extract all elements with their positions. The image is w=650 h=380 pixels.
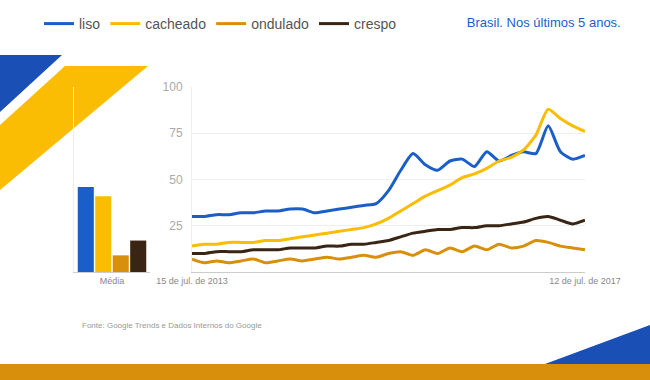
svg-text:Fonte: Google Trends e Dados I: Fonte: Google Trends e Dados Internos do… bbox=[82, 321, 262, 330]
svg-text:Média: Média bbox=[100, 276, 125, 286]
svg-text:12 de jul. de 2017: 12 de jul. de 2017 bbox=[549, 276, 621, 286]
svg-text:crespo: crespo bbox=[354, 16, 396, 32]
svg-text:15 de jul. de 2013: 15 de jul. de 2013 bbox=[156, 276, 228, 286]
svg-text:liso: liso bbox=[79, 16, 100, 32]
svg-text:Brasil. Nos últimos 5 anos.: Brasil. Nos últimos 5 anos. bbox=[467, 15, 621, 30]
svg-text:25: 25 bbox=[169, 219, 183, 233]
svg-text:100: 100 bbox=[163, 80, 183, 94]
svg-text:75: 75 bbox=[169, 126, 183, 140]
svg-text:cacheado: cacheado bbox=[145, 16, 206, 32]
svg-text:50: 50 bbox=[169, 173, 183, 187]
svg-text:ondulado: ondulado bbox=[251, 16, 309, 32]
